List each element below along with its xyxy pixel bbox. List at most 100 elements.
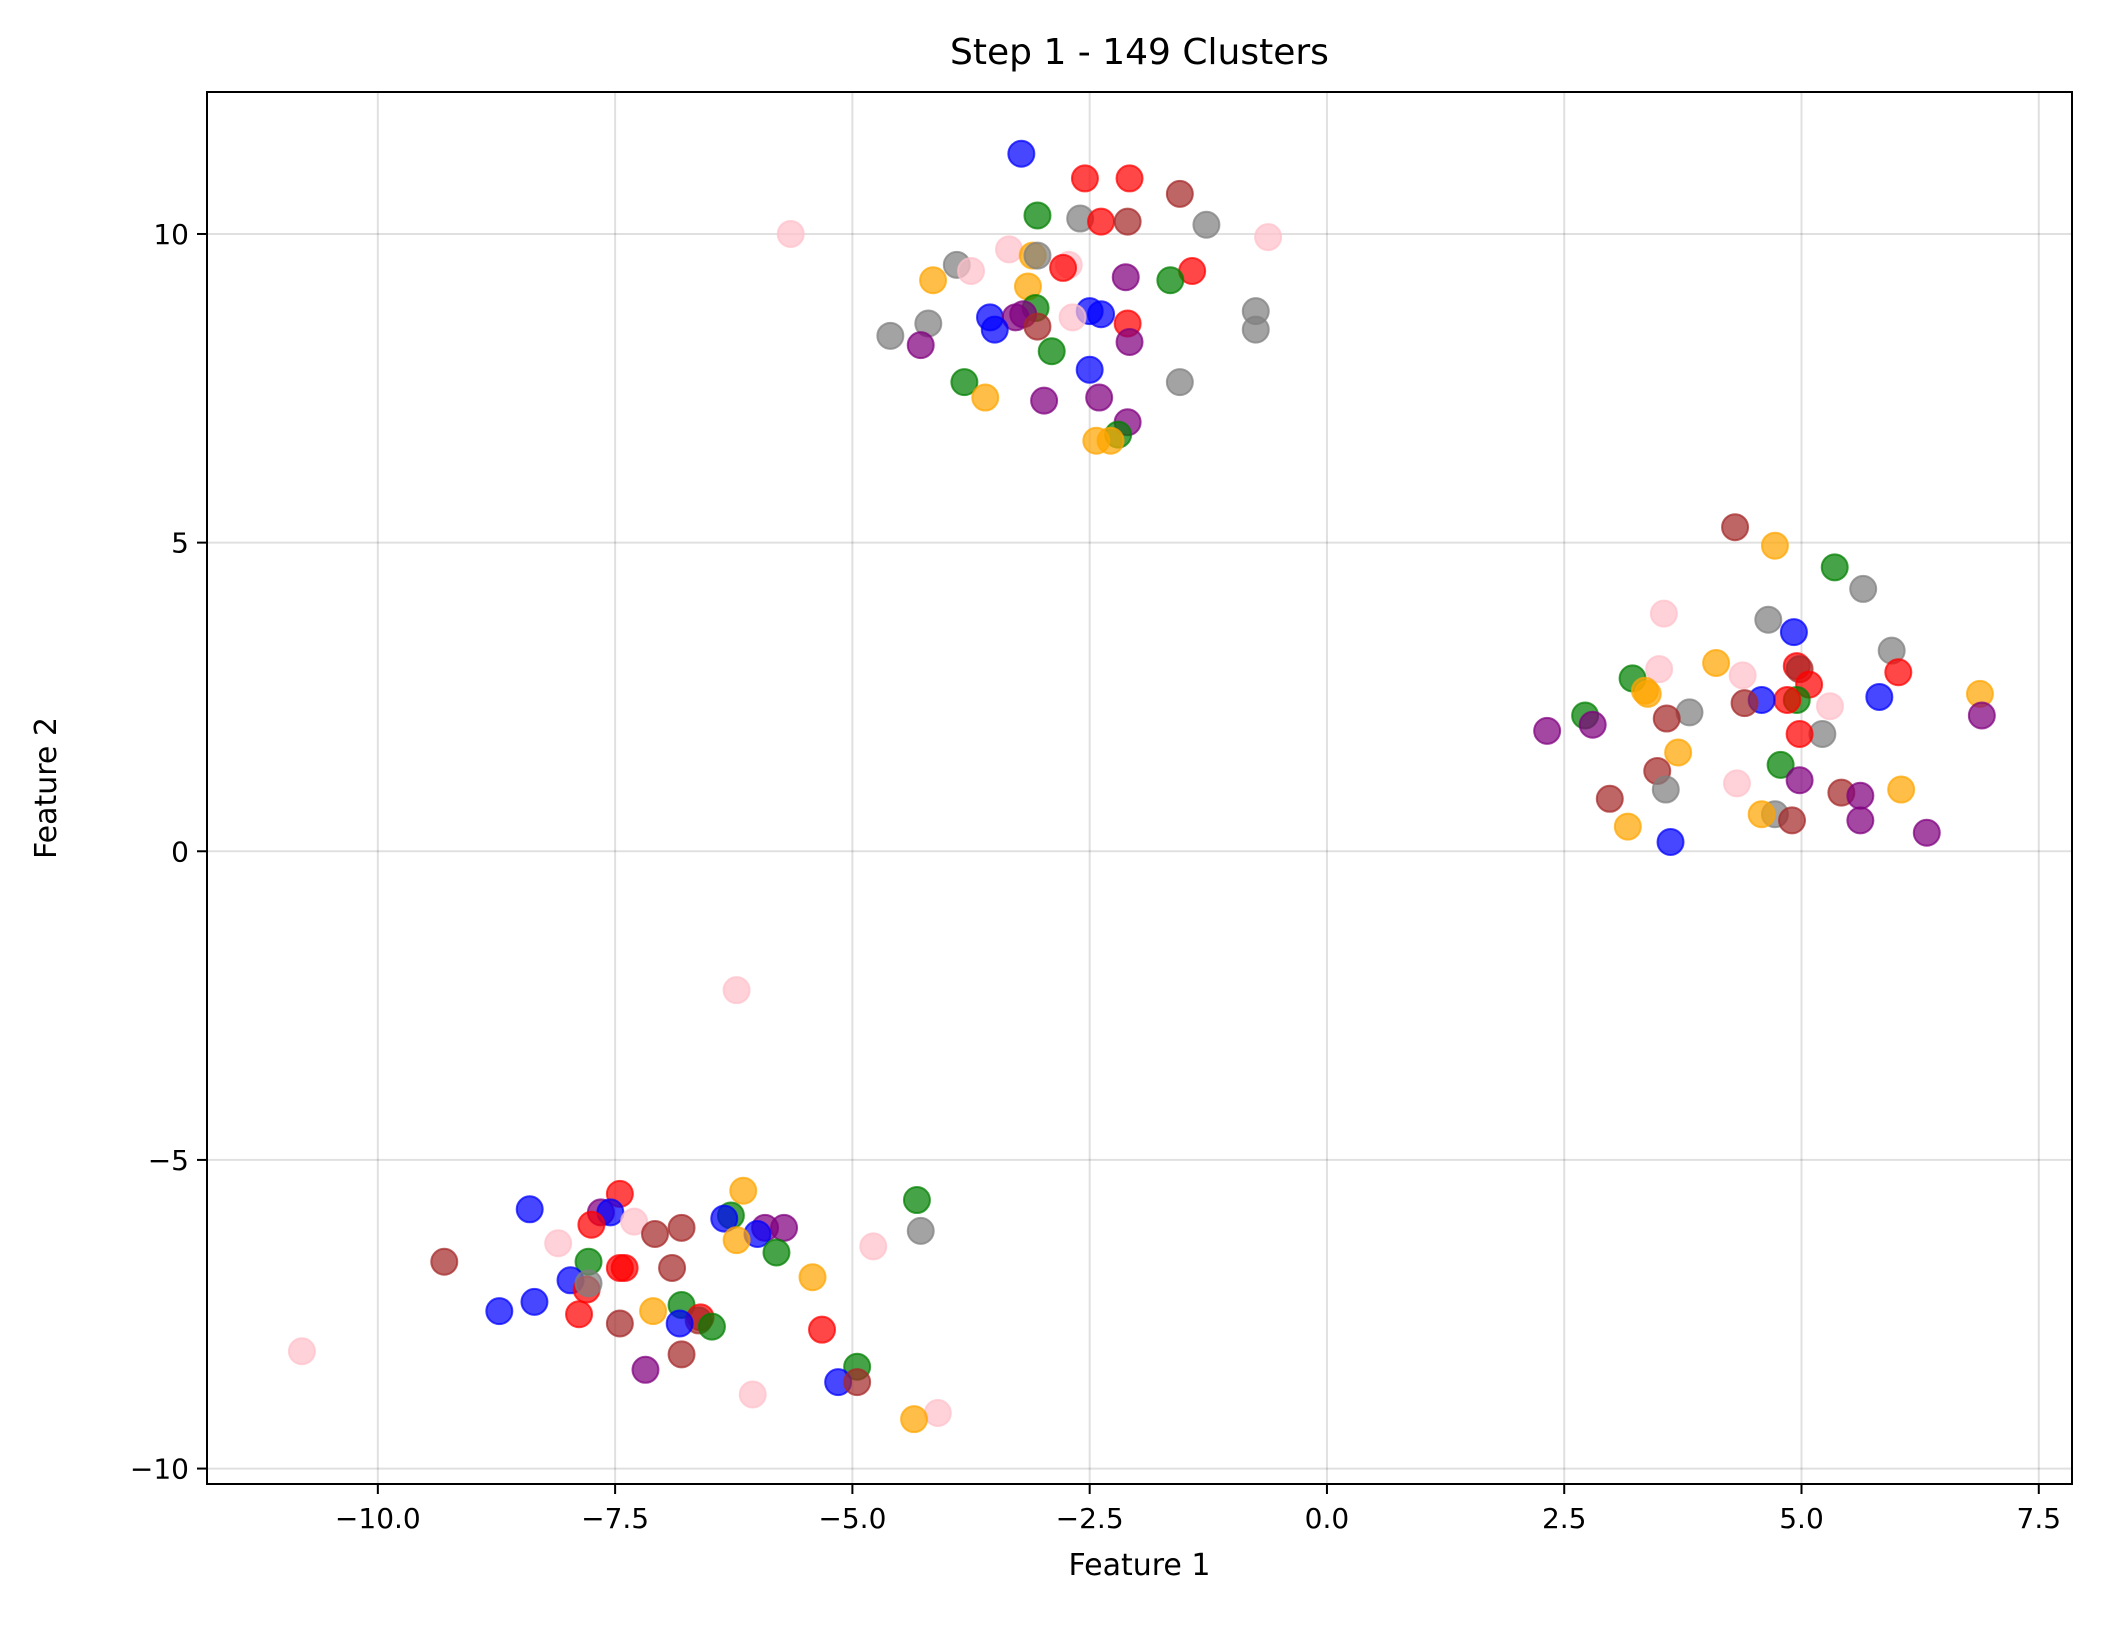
data-point-pink bbox=[957, 257, 986, 286]
data-point-blue bbox=[1075, 355, 1104, 384]
data-point-gray bbox=[1241, 315, 1270, 344]
data-point-gray bbox=[1165, 368, 1194, 397]
data-point-blue bbox=[485, 1297, 514, 1326]
data-point-red bbox=[577, 1210, 606, 1239]
y-tick-label: 0 bbox=[171, 835, 189, 868]
data-point-green bbox=[1820, 553, 1849, 582]
data-points bbox=[287, 139, 1996, 1434]
data-point-pink bbox=[1649, 599, 1678, 628]
data-point-brown bbox=[1652, 704, 1681, 733]
data-point-brown bbox=[658, 1253, 687, 1282]
data-point-purple bbox=[1030, 386, 1059, 415]
data-point-blue bbox=[1007, 139, 1036, 168]
data-point-red bbox=[808, 1315, 837, 1344]
data-point-brown bbox=[1721, 513, 1750, 542]
x-tick-label: −7.5 bbox=[581, 1502, 649, 1535]
data-point-brown bbox=[430, 1247, 459, 1276]
y-tick-label: 5 bbox=[171, 527, 189, 560]
data-point-purple bbox=[631, 1355, 660, 1384]
data-point-purple bbox=[1115, 328, 1144, 357]
x-axis-ticks: −10.0 −7.5 −5.0 −2.5 0.0 2.5 5.0 7.5 bbox=[335, 1484, 2061, 1535]
data-point-red bbox=[1070, 164, 1099, 193]
data-point-orange bbox=[639, 1297, 668, 1326]
data-point-brown bbox=[1595, 784, 1624, 813]
data-point-brown bbox=[1023, 312, 1052, 341]
data-point-orange bbox=[1702, 648, 1731, 677]
data-point-brown bbox=[1165, 179, 1194, 208]
data-point-orange bbox=[1664, 738, 1693, 767]
data-point-purple bbox=[1111, 263, 1140, 292]
data-point-orange bbox=[1613, 812, 1642, 841]
grid-lines bbox=[207, 92, 2072, 1484]
data-point-brown bbox=[667, 1213, 696, 1242]
data-point-purple bbox=[1846, 781, 1875, 810]
data-point-brown bbox=[667, 1340, 696, 1369]
data-point-pink bbox=[1645, 655, 1674, 684]
data-point-green bbox=[1037, 337, 1066, 366]
data-point-gray bbox=[876, 321, 905, 350]
y-axis-label: Feature 2 bbox=[29, 717, 64, 859]
data-point-pink bbox=[923, 1399, 952, 1428]
data-point-orange bbox=[1096, 426, 1125, 455]
data-point-brown bbox=[605, 1309, 634, 1338]
data-point-purple bbox=[1785, 766, 1814, 795]
data-point-gray bbox=[1023, 241, 1052, 270]
data-point-orange bbox=[900, 1405, 929, 1434]
data-point-pink bbox=[544, 1229, 573, 1258]
data-point-gray bbox=[1849, 574, 1878, 603]
y-tick-label: −10 bbox=[130, 1453, 189, 1486]
data-point-orange bbox=[1747, 800, 1776, 829]
data-point-red bbox=[565, 1300, 594, 1329]
x-tick-label: −10.0 bbox=[335, 1502, 421, 1535]
data-point-green bbox=[697, 1312, 726, 1341]
data-point-blue bbox=[710, 1204, 739, 1233]
data-point-purple bbox=[1967, 701, 1996, 730]
data-point-purple bbox=[1533, 716, 1562, 745]
data-point-pink bbox=[1815, 692, 1844, 721]
data-point-red bbox=[1773, 686, 1802, 715]
data-point-orange bbox=[919, 266, 948, 295]
x-tick-label: 2.5 bbox=[1542, 1502, 1587, 1535]
data-point-green bbox=[1156, 266, 1185, 295]
data-point-blue bbox=[520, 1287, 549, 1316]
data-point-green bbox=[762, 1238, 791, 1267]
data-point-red bbox=[1884, 658, 1913, 687]
data-point-purple bbox=[906, 331, 935, 360]
data-point-brown bbox=[1113, 207, 1142, 236]
x-tick-label: 0.0 bbox=[1305, 1502, 1350, 1535]
data-point-pink bbox=[1728, 661, 1757, 690]
data-point-red bbox=[610, 1253, 639, 1282]
data-point-brown bbox=[640, 1219, 669, 1248]
x-tick-label: −5.0 bbox=[818, 1502, 886, 1535]
data-point-green bbox=[1023, 201, 1052, 230]
data-point-purple bbox=[1846, 806, 1875, 835]
data-point-red bbox=[1785, 719, 1814, 748]
data-point-pink bbox=[1254, 223, 1283, 252]
data-point-pink bbox=[776, 219, 805, 248]
data-point-red bbox=[1115, 164, 1144, 193]
data-point-orange bbox=[798, 1263, 827, 1292]
data-point-purple bbox=[1912, 818, 1941, 847]
data-point-brown bbox=[1730, 689, 1759, 718]
data-point-gray bbox=[906, 1216, 935, 1245]
data-point-orange bbox=[1633, 679, 1662, 708]
data-point-blue bbox=[1656, 828, 1685, 857]
chart-title: Step 1 - 149 Clusters bbox=[950, 32, 1329, 73]
x-tick-label: 5.0 bbox=[1779, 1502, 1824, 1535]
data-point-blue bbox=[665, 1309, 694, 1338]
data-point-pink bbox=[738, 1380, 767, 1409]
data-point-red bbox=[1049, 253, 1078, 282]
data-point-blue bbox=[1779, 618, 1808, 647]
data-point-orange bbox=[722, 1226, 751, 1255]
y-tick-label: 10 bbox=[153, 218, 189, 251]
data-point-pink bbox=[1722, 769, 1751, 798]
y-axis-ticks: −10 −5 0 5 10 bbox=[130, 218, 207, 1486]
data-point-blue bbox=[980, 315, 1009, 344]
data-point-orange bbox=[729, 1176, 758, 1205]
data-point-pink bbox=[620, 1207, 649, 1236]
data-point-red bbox=[1087, 207, 1116, 236]
data-point-purple bbox=[1578, 710, 1607, 739]
data-point-pink bbox=[859, 1232, 888, 1261]
data-point-pink bbox=[994, 235, 1023, 264]
